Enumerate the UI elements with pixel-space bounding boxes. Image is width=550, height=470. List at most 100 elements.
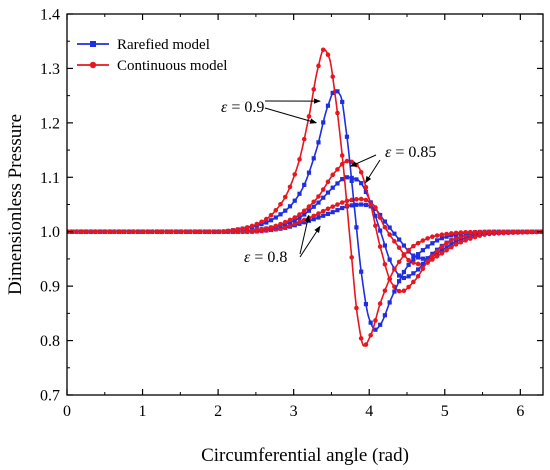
legend: Rarefied model Continuous model <box>77 37 227 74</box>
data-point <box>311 199 317 205</box>
data-point <box>401 243 406 248</box>
x-tick-label: 1 <box>139 403 147 420</box>
data-point <box>349 178 354 183</box>
data-point <box>278 221 283 227</box>
data-point <box>249 223 255 229</box>
data-point <box>320 47 326 53</box>
data-point <box>330 210 335 215</box>
data-point <box>472 229 478 235</box>
data-point <box>458 234 464 240</box>
data-point <box>358 169 364 175</box>
data-point <box>354 305 359 311</box>
data-point <box>335 208 340 213</box>
data-point <box>453 230 459 236</box>
data-point <box>325 190 331 195</box>
data-point <box>458 239 464 245</box>
data-point <box>434 253 440 259</box>
data-point <box>396 259 402 265</box>
series-line <box>67 176 543 279</box>
data-point <box>382 313 388 318</box>
data-point <box>339 200 345 205</box>
annotation-label: ε = 0.8 <box>244 249 287 266</box>
data-point <box>335 89 340 94</box>
data-point <box>344 134 350 139</box>
data-point <box>420 261 425 266</box>
data-point <box>292 198 297 203</box>
data-point <box>178 229 184 235</box>
data-point <box>216 229 222 235</box>
data-point <box>259 219 264 225</box>
data-point <box>444 247 449 253</box>
data-point <box>397 279 402 284</box>
data-point <box>401 288 407 294</box>
legend-marker-circle <box>89 61 97 69</box>
data-point <box>311 87 317 92</box>
x-tick-label: 3 <box>290 403 298 420</box>
data-point <box>339 153 345 158</box>
data-point <box>249 228 255 233</box>
data-point <box>301 208 307 214</box>
data-point <box>316 140 321 145</box>
data-point <box>340 177 345 182</box>
data-point <box>368 332 373 338</box>
data-point <box>444 240 449 246</box>
data-point <box>463 238 468 243</box>
data-point <box>416 252 421 257</box>
data-point <box>78 229 84 235</box>
data-point <box>245 225 250 230</box>
data-point <box>406 274 411 279</box>
series-layer <box>67 47 543 347</box>
data-point <box>458 237 463 242</box>
data-point <box>401 275 406 281</box>
data-point <box>416 255 421 260</box>
annotation-label: ε = 0.9 <box>221 99 264 116</box>
data-point <box>330 90 335 95</box>
data-point <box>373 213 378 219</box>
data-point <box>396 288 402 294</box>
data-point <box>320 187 326 192</box>
legend-label: Continuous model <box>117 58 227 74</box>
data-point <box>505 229 511 235</box>
data-point <box>359 269 364 274</box>
data-point <box>477 229 483 235</box>
data-point <box>97 229 103 235</box>
data-point <box>449 244 454 250</box>
data-point <box>273 215 278 220</box>
data-point <box>192 229 198 235</box>
data-point <box>425 244 430 249</box>
data-point <box>297 215 302 220</box>
data-point <box>321 195 326 200</box>
data-point <box>330 74 336 79</box>
data-point <box>411 243 416 249</box>
data-point <box>472 234 478 240</box>
data-point <box>154 229 160 235</box>
data-point <box>83 229 89 235</box>
data-point <box>387 232 392 237</box>
data-point <box>126 229 131 235</box>
data-point <box>287 217 293 223</box>
data-point <box>358 336 364 341</box>
data-point <box>301 217 307 223</box>
data-point <box>368 320 373 325</box>
y-tick-label: 1.3 <box>40 61 60 78</box>
data-point <box>221 229 226 234</box>
data-point <box>340 99 345 105</box>
data-point <box>183 229 188 235</box>
data-point <box>321 120 326 125</box>
data-point <box>282 194 288 200</box>
data-point <box>93 229 98 235</box>
data-point <box>430 241 435 246</box>
data-point <box>406 247 411 253</box>
data-point <box>297 157 302 162</box>
data-point <box>401 253 407 258</box>
annotation-eps-085: ε = 0.85 <box>349 144 436 184</box>
data-point <box>330 204 336 209</box>
data-point <box>268 212 274 218</box>
data-point <box>397 237 402 242</box>
data-point <box>439 236 444 241</box>
data-point <box>325 211 331 217</box>
data-point <box>387 276 392 282</box>
data-point <box>534 229 540 235</box>
data-point <box>107 229 113 235</box>
data-point <box>406 284 411 290</box>
